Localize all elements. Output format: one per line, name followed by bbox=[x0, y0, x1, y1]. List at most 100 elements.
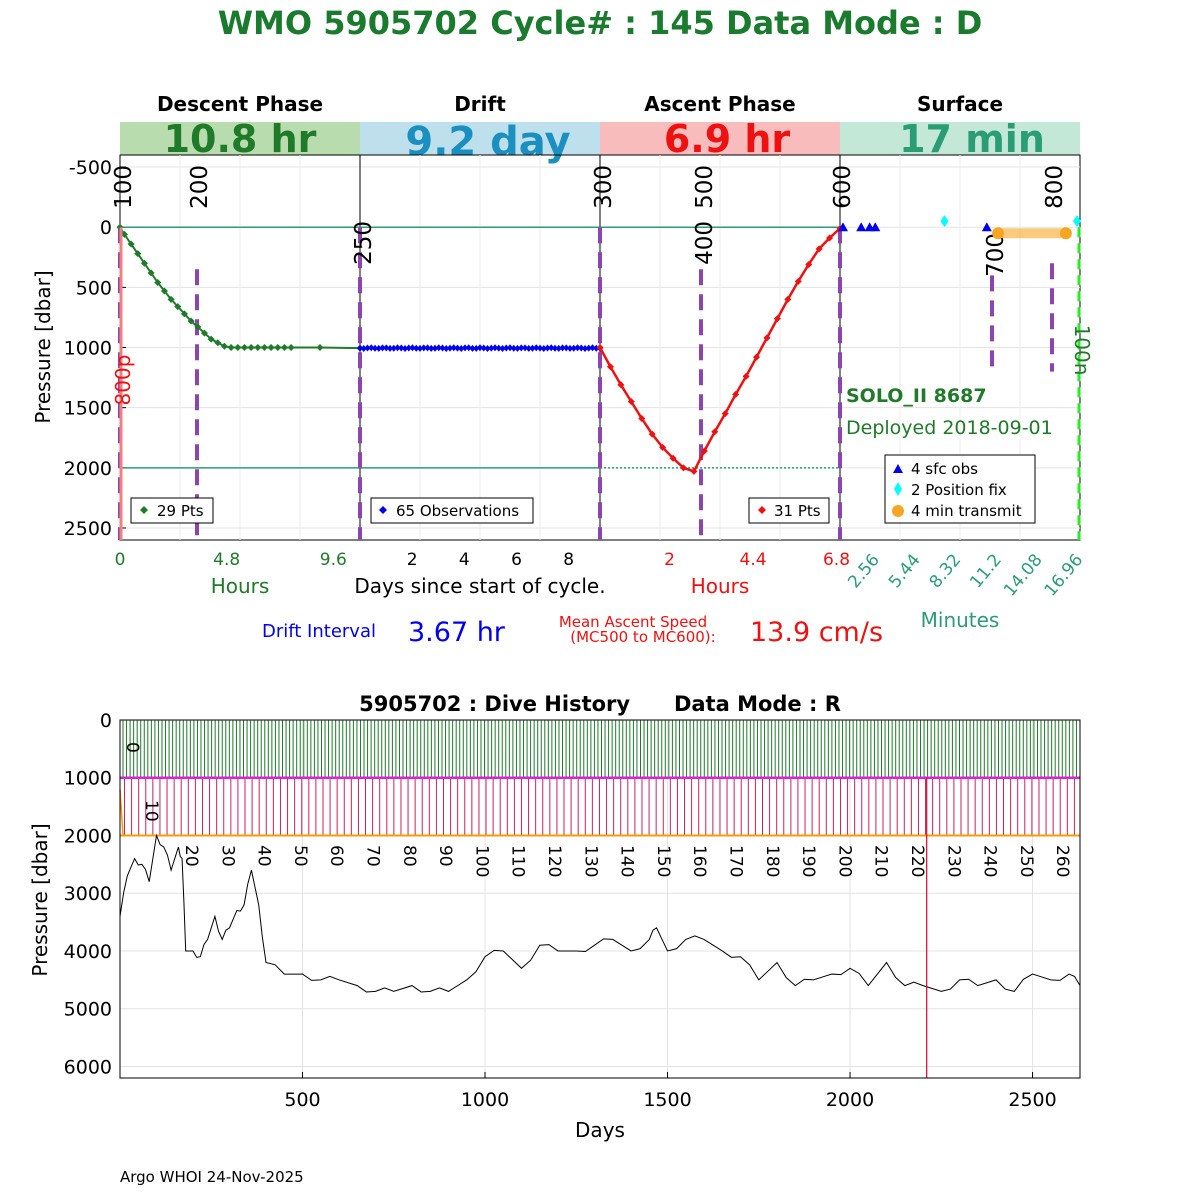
descent-duration: 10.8 hr bbox=[164, 117, 317, 161]
transmit-point bbox=[1059, 227, 1072, 240]
bathymetry-line bbox=[119, 833, 1081, 993]
cycle-y-axis: -500 0 500 1000 1500 2000 2500 bbox=[64, 157, 126, 540]
descent-point bbox=[154, 279, 162, 287]
surface-x-label: Minutes bbox=[921, 608, 1000, 632]
cycle-number-label: 30 bbox=[217, 845, 237, 867]
drift-point bbox=[495, 344, 502, 352]
y-tick-label: 6000 bbox=[64, 1056, 112, 1078]
drift-point bbox=[537, 344, 543, 352]
drift-point bbox=[443, 344, 450, 352]
descent-legend: 29 Pts bbox=[130, 497, 214, 524]
descent-x-tick: 0 bbox=[115, 550, 126, 570]
drift-point bbox=[383, 344, 390, 352]
cycle-number-label: 130 bbox=[580, 845, 600, 877]
ascent-legend: 31 Pts bbox=[748, 497, 830, 524]
cycle-number-label: 60 bbox=[326, 845, 346, 867]
surface-x-tick: 14.08 bbox=[1000, 550, 1047, 600]
position-fix-point bbox=[940, 215, 949, 228]
drift-point bbox=[424, 344, 431, 352]
dive-history-grid bbox=[120, 719, 1080, 1078]
sfc-obs-point bbox=[981, 222, 992, 232]
ascent-duration: 6.9 hr bbox=[664, 117, 791, 161]
ascent-series bbox=[596, 224, 844, 475]
drift-point bbox=[375, 344, 382, 352]
ascent-point bbox=[627, 398, 635, 406]
drift-point bbox=[585, 344, 592, 352]
x-tick-label: 1000 bbox=[461, 1089, 509, 1111]
ascent-point bbox=[794, 277, 802, 285]
cycle-number-label: 120 bbox=[544, 845, 564, 877]
cycle-number-label: 100 bbox=[471, 845, 491, 877]
transmit-marker bbox=[892, 505, 904, 517]
left-code-annotation: 800p bbox=[111, 355, 135, 406]
y-tick-label: 1000 bbox=[64, 768, 112, 790]
drift-point bbox=[499, 344, 506, 352]
cycle-number-label: 220 bbox=[907, 845, 927, 877]
profile-lead-line bbox=[119, 789, 1080, 837]
drift-point bbox=[428, 344, 435, 352]
descent-point bbox=[267, 344, 275, 351]
drift-point bbox=[522, 344, 528, 352]
drift-x-tick: 4 bbox=[459, 550, 470, 570]
descent-point bbox=[134, 250, 142, 258]
mission-code-label: 400 bbox=[692, 221, 718, 265]
sfc-obs-point bbox=[856, 222, 867, 232]
dive-history-x-label: Days bbox=[575, 1118, 625, 1142]
y-tick-label: 0 bbox=[100, 217, 112, 239]
descent-point bbox=[254, 344, 262, 351]
cycle-number-labels: 0 10 20 30 40 50 60 70 80 90 100 110 120 130 140 150 160… bbox=[122, 742, 1072, 877]
drift-x-label: Days since start of cycle. bbox=[354, 574, 605, 598]
sfc-obs-marker bbox=[893, 464, 903, 473]
mission-code-label: 700 bbox=[983, 233, 1009, 277]
drift-x-tick: 6 bbox=[511, 550, 522, 570]
drift-point bbox=[484, 344, 491, 352]
drift-point bbox=[570, 344, 577, 352]
descent-point bbox=[174, 303, 182, 311]
drift-point bbox=[450, 344, 457, 352]
drift-duration: 9.2 day bbox=[405, 119, 570, 165]
drift-point bbox=[402, 344, 408, 352]
position-fix-point bbox=[1073, 215, 1081, 228]
deployed-label: Deployed 2018-09-01 bbox=[846, 417, 1053, 439]
descent-x-label: Hours bbox=[211, 574, 270, 598]
ascent-point bbox=[669, 454, 677, 462]
sfc-obs-point bbox=[838, 222, 848, 232]
y-tick-label: 4000 bbox=[64, 941, 112, 963]
drift-series bbox=[357, 344, 603, 352]
drift-point bbox=[432, 344, 438, 352]
drift-point bbox=[420, 344, 427, 352]
cycle-number-label: 80 bbox=[399, 845, 419, 867]
drift-x-tick: 8 bbox=[563, 550, 574, 570]
cycle-number-label: 10 bbox=[141, 800, 161, 822]
mission-code-label: 100 bbox=[111, 165, 137, 209]
drift-point bbox=[435, 344, 442, 352]
surface-phase-title: Surface bbox=[917, 92, 1003, 116]
drift-point bbox=[507, 344, 513, 352]
drift-point bbox=[409, 344, 416, 352]
drift-point bbox=[360, 344, 367, 352]
ascent-x-label: Hours bbox=[691, 574, 750, 598]
ascent-x-tick: 4.4 bbox=[740, 550, 767, 570]
drift-point bbox=[462, 344, 468, 352]
ascent-point bbox=[784, 295, 792, 303]
cycle-panel: Descent Phase Drift Ascent Phase Surface… bbox=[31, 92, 1094, 648]
descent-point bbox=[247, 344, 255, 351]
y-tick-label: 3000 bbox=[64, 883, 112, 905]
sfc-obs-legend-text: 4 sfc obs bbox=[911, 460, 978, 478]
drift-point bbox=[473, 344, 480, 352]
surface-x-tick: 11.2 bbox=[966, 550, 1006, 592]
ascent-speed-label-sub: (MC500 to MC600): bbox=[570, 628, 715, 646]
cycle-number-label: 200 bbox=[834, 845, 854, 877]
drift-point bbox=[387, 344, 393, 352]
surface-legend: 4 sfc obs 2 Position fix 4 min transmit bbox=[884, 454, 1036, 524]
drift-point bbox=[582, 344, 588, 352]
legend-marker bbox=[140, 506, 148, 514]
ascent-point bbox=[606, 363, 614, 371]
ascent-point bbox=[648, 430, 656, 438]
mission-code-label: 250 bbox=[351, 221, 377, 265]
surface-x-tick: 8.32 bbox=[926, 550, 966, 592]
ascent-point bbox=[721, 410, 729, 418]
surface-series bbox=[119, 215, 1081, 540]
descent-point bbox=[274, 344, 282, 351]
